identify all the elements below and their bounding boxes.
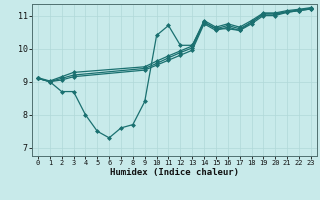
X-axis label: Humidex (Indice chaleur): Humidex (Indice chaleur) (110, 168, 239, 177)
